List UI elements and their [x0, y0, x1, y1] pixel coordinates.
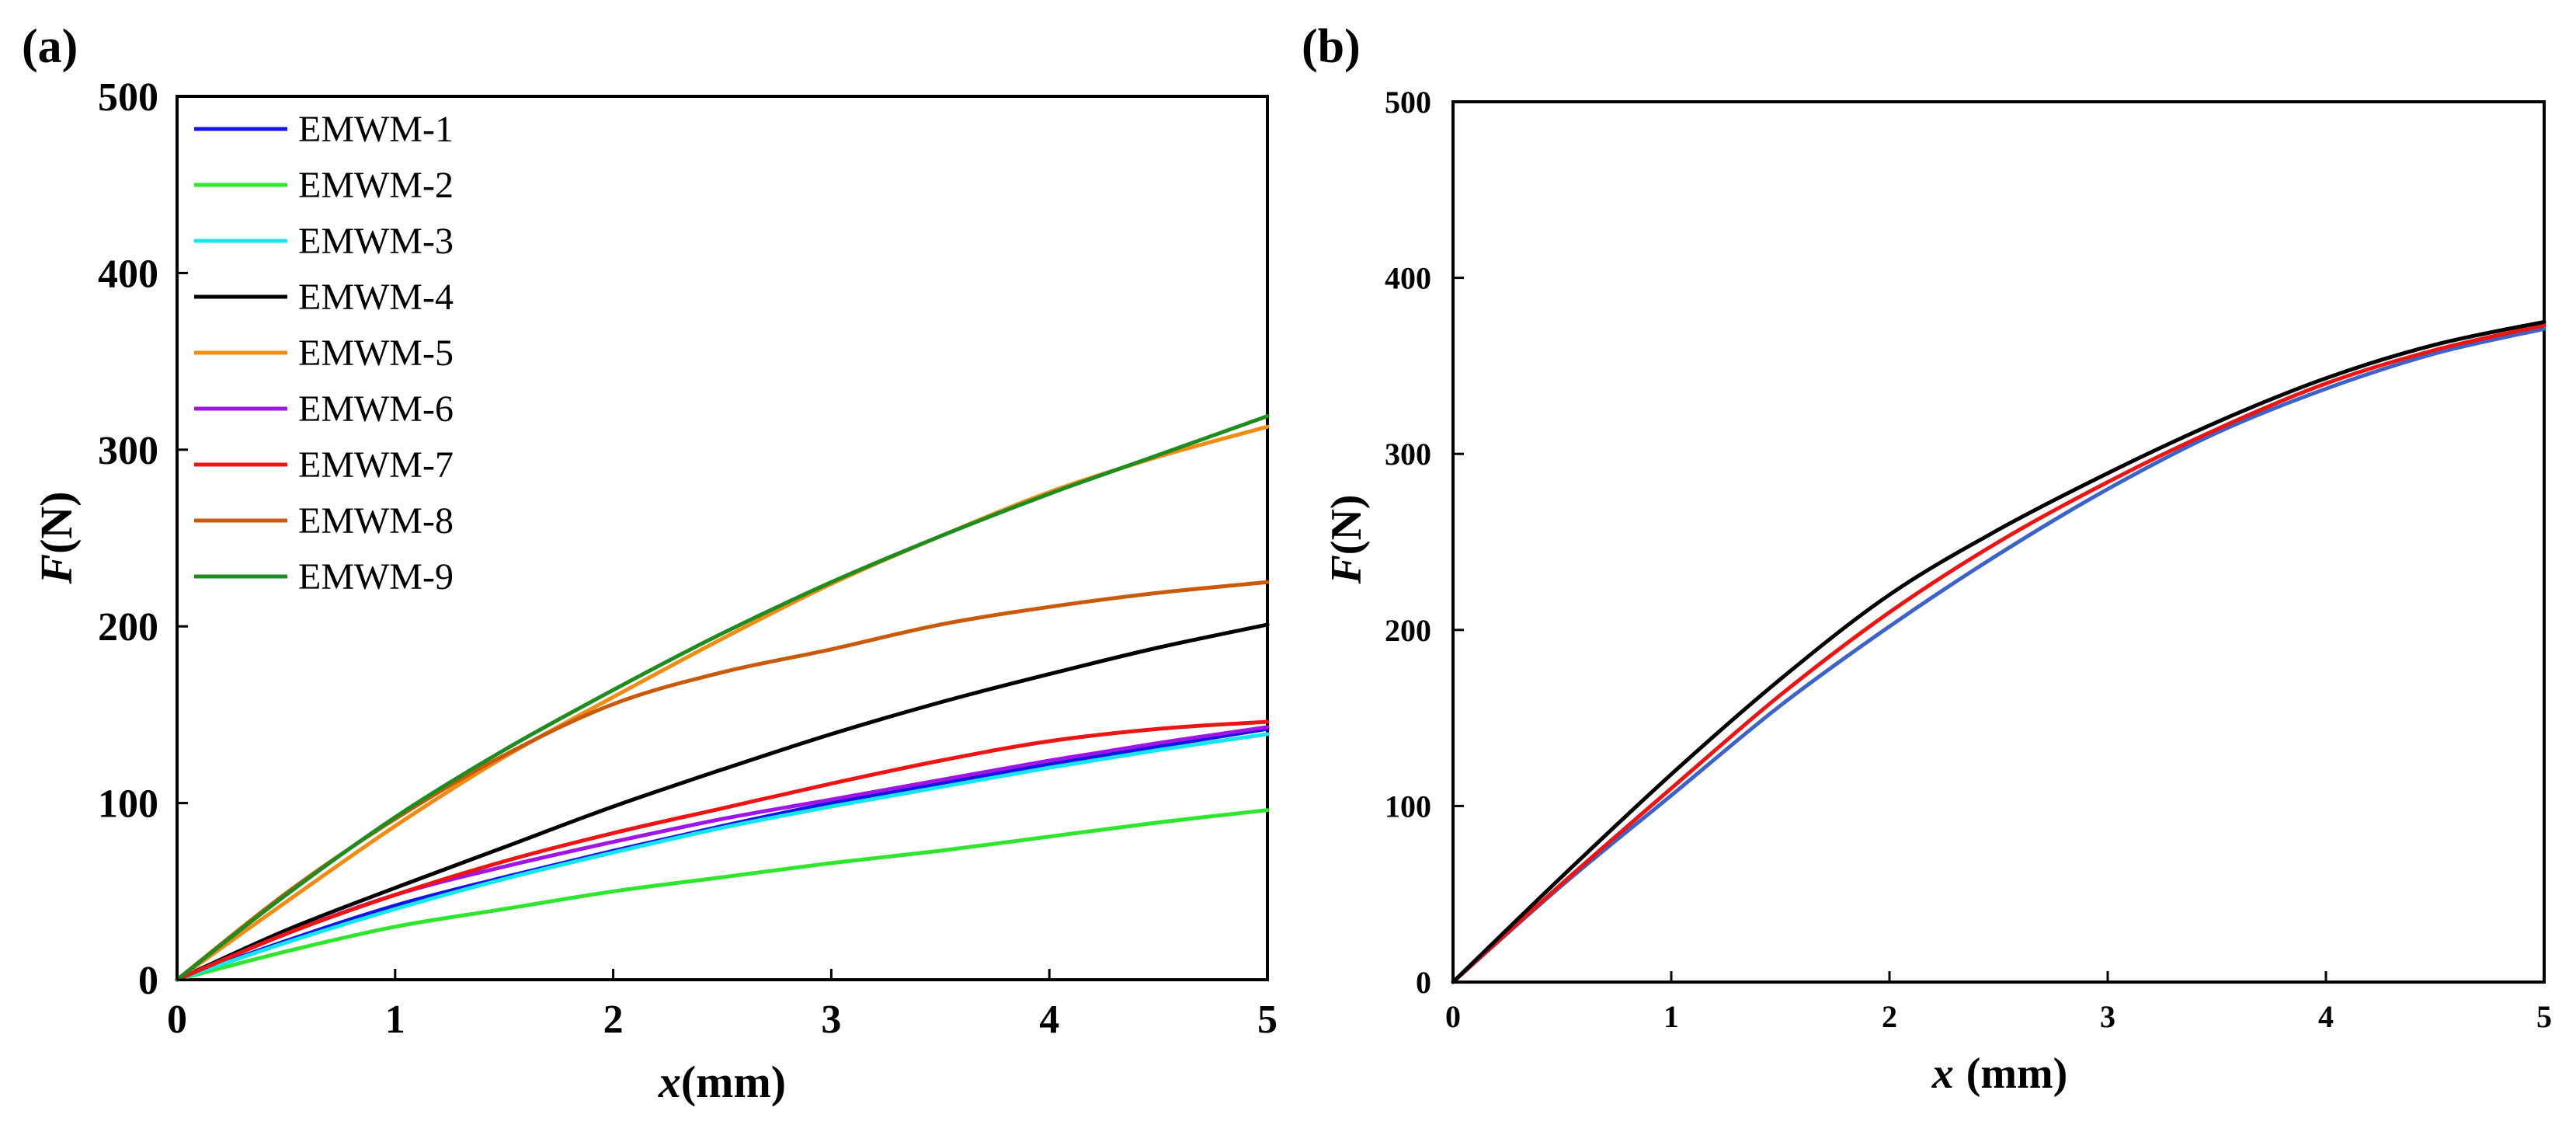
panel-b-y-axis-var: F — [1323, 555, 1371, 584]
panel-b-y-tick-label: 100 — [1385, 789, 1431, 824]
panel-b-x-tick-label: 0 — [1445, 999, 1461, 1034]
panel-a-y-tick-label: 500 — [98, 75, 158, 120]
panel-a-x-axis-unit: (mm) — [681, 1057, 786, 1107]
panel-a-x-tick-label: 0 — [167, 998, 187, 1042]
panel-b-label: (b) — [1302, 20, 1361, 73]
panel-a-y-tick-label: 300 — [98, 429, 158, 473]
panel-a-series-line-3 — [175, 732, 1270, 982]
legend-label-emwm-2: EMWM-2 — [298, 165, 454, 206]
panel-b-y-tick-label: 400 — [1385, 261, 1431, 296]
panel-a-y-tick-label: 100 — [98, 782, 158, 827]
panel-b-x-axis-unit: (mm) — [1966, 1050, 2068, 1098]
panel-b-x-tick-label: 3 — [2100, 999, 2115, 1034]
panel-a-x-tick-label: 5 — [1257, 998, 1278, 1042]
panel-a-ticks: 0 1 2 3 4 5 0 100 200 300 400 500 — [98, 75, 1278, 1042]
panel-b-y-axis-unit: (N) — [1323, 494, 1371, 555]
panel-b-series-line-3 — [1451, 319, 2546, 984]
panel-a-x-tick-label: 4 — [1039, 998, 1059, 1042]
panel-a-series-line-7 — [175, 719, 1270, 982]
panel-b-y-tick-label: 200 — [1385, 613, 1431, 648]
panel-a-x-axis-label: x(mm) — [658, 1057, 786, 1107]
panel-b-chart: (b) 0 1 2 3 4 5 0 100 200 300 400 500 x (mm) F(N) — [1302, 20, 2552, 1098]
panel-a-series-line-8 — [175, 580, 1270, 982]
panel-a-label: (a) — [22, 20, 78, 73]
panel-a-y-axis-label: F(N) — [31, 491, 82, 584]
panel-a-series-line-9 — [175, 414, 1270, 982]
panel-a-x-tick-label: 1 — [385, 998, 405, 1042]
panel-b-y-tick-label: 500 — [1385, 85, 1431, 120]
legend-label-emwm-1: EMWM-1 — [298, 109, 454, 150]
legend-label-emwm-8: EMWM-8 — [298, 500, 454, 542]
panel-b-y-axis-label: F(N) — [1323, 494, 1371, 584]
legend-label-emwm-3: EMWM-3 — [298, 221, 454, 262]
panel-b-x-tick-label: 4 — [2318, 999, 2334, 1034]
panel-b-y-tick-label: 0 — [1416, 965, 1431, 1000]
panel-a-series — [175, 414, 1270, 982]
panel-a-y-axis-var: F — [31, 554, 82, 585]
panel-a-y-tick-label: 200 — [98, 605, 158, 650]
panel-a-x-tick-label: 3 — [821, 998, 841, 1042]
panel-a-y-tick-label: 400 — [98, 252, 158, 296]
legend-label-emwm-6: EMWM-6 — [298, 388, 454, 430]
legend-label-emwm-4: EMWM-4 — [298, 277, 454, 318]
panel-b-y-tick-label: 300 — [1385, 437, 1431, 472]
panel-a-plot-frame — [176, 95, 1269, 981]
legend-label-emwm-7: EMWM-7 — [298, 444, 454, 486]
panel-a-y-axis-unit: (N) — [31, 491, 82, 554]
panel-b-x-axis-label: x (mm) — [1931, 1050, 2068, 1098]
panel-b-x-tick-label: 2 — [1882, 999, 1897, 1034]
legend-label-emwm-9: EMWM-9 — [298, 556, 454, 597]
panel-a-series-line-2 — [175, 808, 1270, 982]
panel-a-legend: EMWM-1 EMWM-2 EMWM-3 EMWM-4 EMWM-5 EMWM-6 EMWM… — [194, 109, 454, 597]
panel-b-ticks: 0 1 2 3 4 5 0 100 200 300 400 500 — [1385, 85, 2552, 1034]
panel-a-x-axis-var: x — [658, 1057, 681, 1107]
legend-label-emwm-5: EMWM-5 — [298, 333, 454, 374]
panel-b-series-line-1 — [1451, 326, 2546, 984]
panel-b-series — [1451, 319, 2546, 984]
panel-b-x-tick-label: 1 — [1663, 999, 1679, 1034]
panel-a-series-line-4 — [175, 622, 1270, 982]
panel-a-x-tick-label: 2 — [603, 998, 624, 1042]
panel-b-x-tick-label: 5 — [2536, 999, 2552, 1034]
panel-a-y-tick-label: 0 — [138, 959, 158, 1003]
panel-b-x-axis-var: x — [1931, 1050, 1954, 1098]
panel-b-series-line-2 — [1451, 323, 2546, 984]
panel-b-plot-frame — [1451, 100, 2546, 984]
